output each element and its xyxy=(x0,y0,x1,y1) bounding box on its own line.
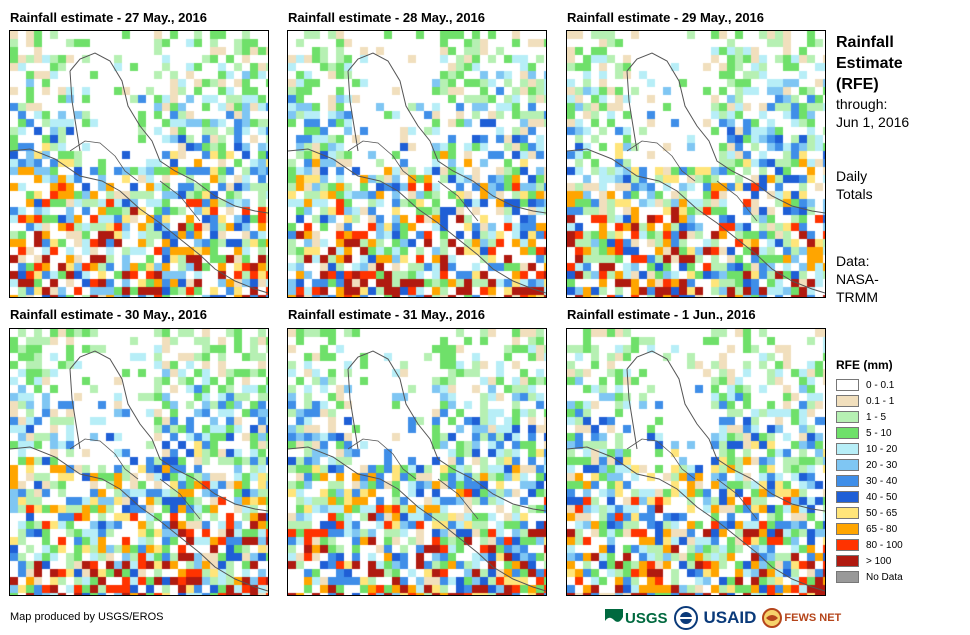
usaid-seal-logo xyxy=(674,606,698,630)
coastline-outline xyxy=(567,351,825,591)
legend-label: 65 - 80 xyxy=(866,524,897,535)
fewsnet-logo-text: FEWS NET xyxy=(784,612,841,624)
fewsnet-globe-icon xyxy=(762,608,782,628)
country-borders xyxy=(348,439,478,519)
legend-swatch xyxy=(836,411,859,423)
usaid-logo: USAID xyxy=(704,608,757,628)
coastline-outline xyxy=(567,53,825,293)
legend-swatch xyxy=(836,459,859,471)
map-panel-28-may xyxy=(287,30,547,298)
legend-label: 30 - 40 xyxy=(866,476,897,487)
map-panel-30-may xyxy=(9,328,269,596)
legend-item: 50 - 65 xyxy=(836,505,903,521)
credit-text: Map produced by USGS/EROS xyxy=(10,611,163,623)
map-panel-1-jun xyxy=(566,328,826,596)
legend-label: No Data xyxy=(866,572,903,583)
legend-item: No Data xyxy=(836,569,903,585)
coastline-outline xyxy=(10,351,268,591)
legend-item: 80 - 100 xyxy=(836,537,903,553)
legend-title: RFE (mm) xyxy=(836,358,903,372)
legend-label: 0.1 - 1 xyxy=(866,396,894,407)
map-panel-27-may xyxy=(9,30,269,298)
logo-strip: USGS USAID FEWS NET xyxy=(605,604,841,632)
legend-label: 0 - 0.1 xyxy=(866,380,894,391)
legend-item: 1 - 5 xyxy=(836,409,903,425)
coastline-outline xyxy=(288,53,546,293)
legend-swatch xyxy=(836,539,859,551)
panel-title-1-jun: Rainfall estimate - 1 Jun., 2016 xyxy=(567,307,756,322)
legend-label: 40 - 50 xyxy=(866,492,897,503)
legend-label: 5 - 10 xyxy=(866,428,892,439)
panel-title-30-may: Rainfall estimate - 30 May., 2016 xyxy=(10,307,207,322)
legend-item: 20 - 30 xyxy=(836,457,903,473)
data-line1: NASA- xyxy=(836,270,879,288)
legend-item: 0.1 - 1 xyxy=(836,393,903,409)
legend-label: 20 - 30 xyxy=(866,460,897,471)
panel-title-31-may: Rainfall estimate - 31 May., 2016 xyxy=(288,307,485,322)
panel-title-27-may: Rainfall estimate - 27 May., 2016 xyxy=(10,10,207,25)
side-title-line1: Rainfall xyxy=(836,32,909,53)
legend-item: 10 - 20 xyxy=(836,441,903,457)
data-label: Data: xyxy=(836,252,879,270)
legend-label: > 100 xyxy=(866,556,891,567)
legend-swatch xyxy=(836,443,859,455)
data-line2: TRMM xyxy=(836,288,879,306)
country-borders xyxy=(627,141,757,221)
usaid-seal-icon xyxy=(674,606,698,630)
legend-label: 50 - 65 xyxy=(866,508,897,519)
legend-swatch xyxy=(836,475,859,487)
legend-rows: 0 - 0.1 0.1 - 1 1 - 5 5 - 10 10 - 20 20 - 30 3… xyxy=(836,377,903,585)
usaid-logo-text: USAID xyxy=(704,608,757,628)
legend-label: 10 - 20 xyxy=(866,444,897,455)
legend-swatch xyxy=(836,571,859,583)
legend-swatch xyxy=(836,379,859,391)
legend-item: 0 - 0.1 xyxy=(836,377,903,393)
legend-item: 30 - 40 xyxy=(836,473,903,489)
totals-line1: Daily xyxy=(836,167,873,185)
coastline-outline xyxy=(288,351,546,591)
side-title-line2: Estimate xyxy=(836,53,909,74)
legend-item: 65 - 80 xyxy=(836,521,903,537)
legend-swatch xyxy=(836,491,859,503)
country-borders xyxy=(348,141,478,221)
panel-title-29-may: Rainfall estimate - 29 May., 2016 xyxy=(567,10,764,25)
country-borders xyxy=(627,439,757,519)
legend-swatch xyxy=(836,523,859,535)
legend-item: > 100 xyxy=(836,553,903,569)
usgs-logo: USGS xyxy=(605,609,668,627)
through-label: through: xyxy=(836,95,909,113)
data-source-block: Data: NASA- TRMM xyxy=(836,252,879,306)
legend-swatch xyxy=(836,507,859,519)
map-panel-29-may xyxy=(566,30,826,298)
legend-item: 40 - 50 xyxy=(836,489,903,505)
through-date: Jun 1, 2016 xyxy=(836,113,909,131)
country-borders xyxy=(70,439,200,519)
usgs-logo-text: USGS xyxy=(625,610,668,627)
legend-label: 80 - 100 xyxy=(866,540,903,551)
totals-block: Daily Totals xyxy=(836,167,873,203)
rfe-legend: RFE (mm) 0 - 0.1 0.1 - 1 1 - 5 5 - 10 10 - 2… xyxy=(836,358,903,585)
coastline-outline xyxy=(10,53,268,293)
side-title: Rainfall Estimate (RFE) through: Jun 1, … xyxy=(836,32,909,131)
fewsnet-logo: FEWS NET xyxy=(762,608,841,628)
panel-title-28-may: Rainfall estimate - 28 May., 2016 xyxy=(288,10,485,25)
legend-swatch xyxy=(836,395,859,407)
side-title-line3: (RFE) xyxy=(836,74,909,95)
legend-swatch xyxy=(836,555,859,567)
country-borders xyxy=(70,141,200,221)
totals-line2: Totals xyxy=(836,185,873,203)
legend-swatch xyxy=(836,427,859,439)
map-panel-31-may xyxy=(287,328,547,596)
usgs-wave-icon xyxy=(605,609,623,627)
legend-label: 1 - 5 xyxy=(866,412,886,423)
legend-item: 5 - 10 xyxy=(836,425,903,441)
